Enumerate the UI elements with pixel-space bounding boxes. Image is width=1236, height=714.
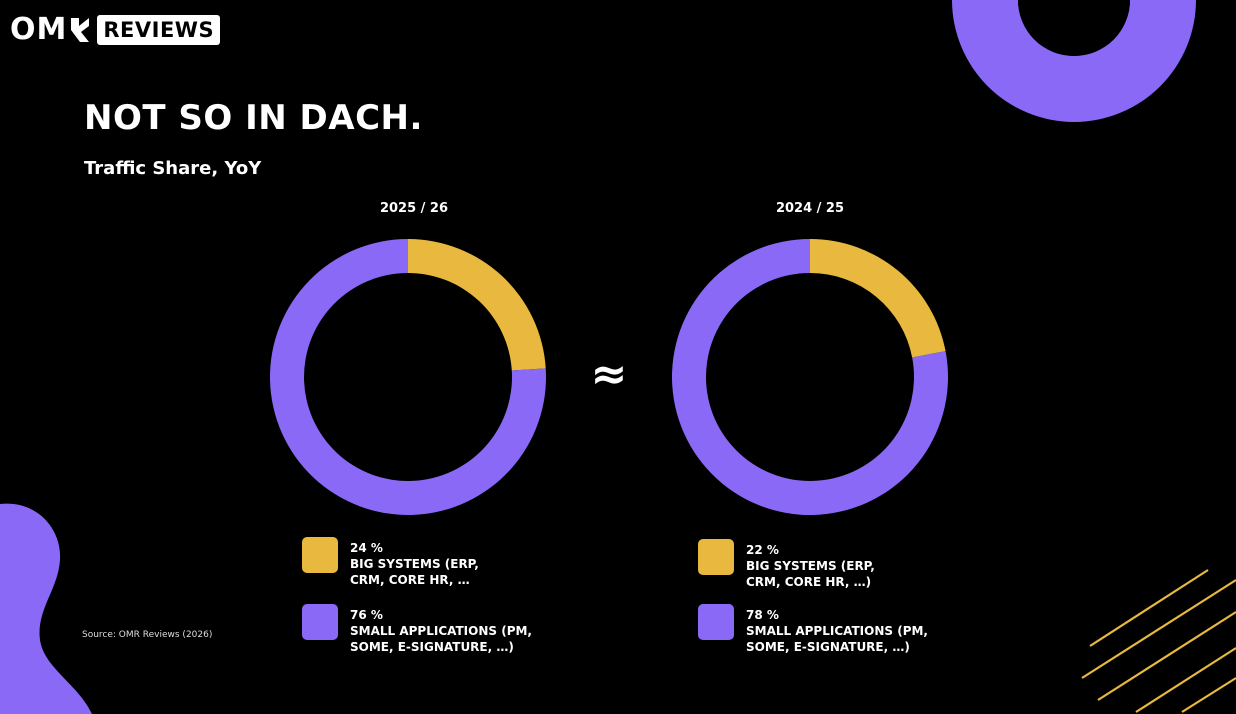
logo-reviews-badge: REVIEWS	[97, 15, 221, 45]
donut-slice-big-systems	[408, 239, 546, 371]
decor-ring-top-right	[952, 0, 1196, 122]
legend-label-line2: CRM, CORE HR, …	[350, 573, 470, 587]
legend-item-small-2024: 78 % SMALL APPLICATIONS (PM, SOME, E-SIG…	[698, 604, 928, 655]
legend-label-line1: BIG SYSTEMS (ERP,	[350, 557, 479, 571]
legend-swatch-small	[698, 604, 734, 640]
legend-label-line2: CRM, CORE HR, …)	[746, 575, 872, 589]
legend-label-line1: BIG SYSTEMS (ERP,	[746, 559, 875, 573]
legend-value: 78 %	[746, 608, 779, 622]
decor-stripes-bottom-right	[1081, 569, 1236, 713]
legend-swatch-big	[698, 539, 734, 575]
omr-reviews-logo[interactable]: OM REVIEWS	[10, 12, 221, 47]
legend-item-big-2024: 22 % BIG SYSTEMS (ERP, CRM, CORE HR, …)	[698, 539, 875, 590]
legend-label-line1: SMALL APPLICATIONS (PM,	[350, 624, 532, 638]
donut-chart-2024-25	[672, 239, 948, 515]
page-title: NOT SO IN DACH.	[84, 98, 423, 138]
chart-1-title: 2025 / 26	[379, 201, 449, 216]
legend-swatch-big	[302, 537, 338, 573]
legend-item-small-2025: 76 % SMALL APPLICATIONS (PM, SOME, E-SIG…	[302, 604, 532, 655]
legend-value: 24 %	[350, 541, 383, 555]
legend-value: 76 %	[350, 608, 383, 622]
decor-shape-bottom-left	[0, 503, 92, 714]
legend-swatch-small	[302, 604, 338, 640]
donut-slice-big-systems	[810, 239, 946, 358]
approx-equal-symbol: ≈	[590, 349, 628, 400]
page-subtitle: Traffic Share, YoY	[84, 158, 262, 179]
logo-k-mark	[71, 18, 90, 42]
legend-label-line2: SOME, E-SIGNATURE, …)	[350, 640, 514, 654]
logo-omr-text: OM	[10, 12, 68, 47]
legend-label-line2: SOME, E-SIGNATURE, …)	[746, 640, 910, 654]
source-note: Source: OMR Reviews (2026)	[82, 630, 213, 640]
legend-item-big-2025: 24 % BIG SYSTEMS (ERP, CRM, CORE HR, …	[302, 537, 479, 588]
legend-value: 22 %	[746, 543, 779, 557]
legend-label-line1: SMALL APPLICATIONS (PM,	[746, 624, 928, 638]
chart-2-title: 2024 / 25	[775, 201, 845, 216]
donut-chart-2025-26	[269, 239, 546, 515]
